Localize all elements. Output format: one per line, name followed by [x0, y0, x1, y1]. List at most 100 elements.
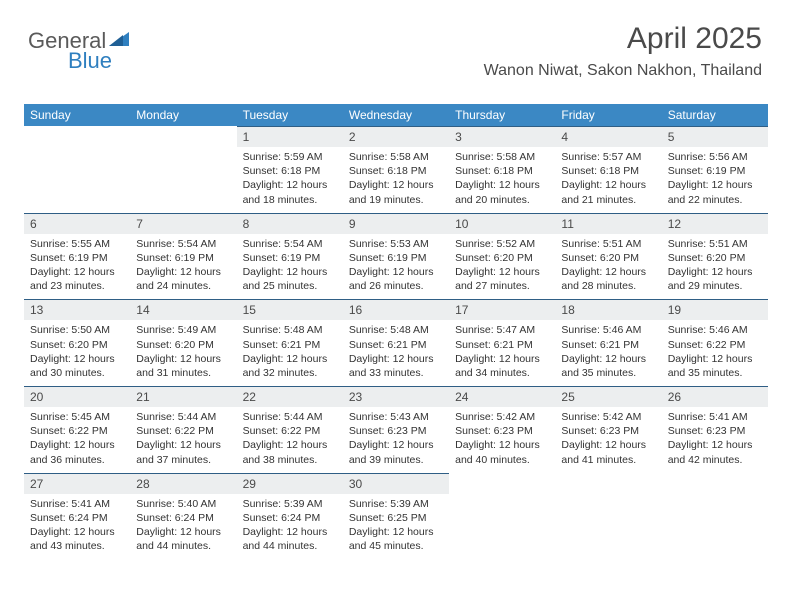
sunrise-line: Sunrise: 5:55 AM: [30, 238, 110, 250]
day-number: 12: [662, 213, 768, 234]
day-details: Sunrise: 5:41 AMSunset: 6:24 PMDaylight:…: [24, 494, 130, 560]
sunrise-line: Sunrise: 5:56 AM: [668, 151, 748, 163]
sunrise-line: Sunrise: 5:45 AM: [30, 411, 110, 423]
sunrise-line: Sunrise: 5:43 AM: [349, 411, 429, 423]
calendar-cell: 20Sunrise: 5:45 AMSunset: 6:22 PMDayligh…: [24, 386, 130, 473]
calendar-cell: [449, 473, 555, 560]
daylight-line: Daylight: 12 hours and 34 minutes.: [455, 353, 540, 379]
calendar-table: SundayMondayTuesdayWednesdayThursdayFrid…: [24, 104, 768, 559]
daylight-line: Daylight: 12 hours and 32 minutes.: [243, 353, 328, 379]
sunset-line: Sunset: 6:21 PM: [455, 339, 533, 351]
day-details: Sunrise: 5:55 AMSunset: 6:19 PMDaylight:…: [24, 234, 130, 300]
day-details: Sunrise: 5:39 AMSunset: 6:25 PMDaylight:…: [343, 494, 449, 560]
sunrise-line: Sunrise: 5:52 AM: [455, 238, 535, 250]
sunrise-line: Sunrise: 5:46 AM: [561, 324, 641, 336]
calendar-cell: [130, 126, 236, 213]
sunrise-line: Sunrise: 5:54 AM: [136, 238, 216, 250]
sunset-line: Sunset: 6:23 PM: [561, 425, 639, 437]
sunrise-line: Sunrise: 5:42 AM: [561, 411, 641, 423]
daylight-line: Daylight: 12 hours and 30 minutes.: [30, 353, 115, 379]
calendar-cell: 3Sunrise: 5:58 AMSunset: 6:18 PMDaylight…: [449, 126, 555, 213]
day-number: 11: [555, 213, 661, 234]
daylight-line: Daylight: 12 hours and 27 minutes.: [455, 266, 540, 292]
sunrise-line: Sunrise: 5:50 AM: [30, 324, 110, 336]
sunrise-line: Sunrise: 5:57 AM: [561, 151, 641, 163]
day-number: 13: [24, 299, 130, 320]
sunrise-line: Sunrise: 5:44 AM: [243, 411, 323, 423]
daylight-line: Daylight: 12 hours and 31 minutes.: [136, 353, 221, 379]
sunset-line: Sunset: 6:24 PM: [243, 512, 321, 524]
day-details: Sunrise: 5:41 AMSunset: 6:23 PMDaylight:…: [662, 407, 768, 473]
sunrise-line: Sunrise: 5:44 AM: [136, 411, 216, 423]
daylight-line: Daylight: 12 hours and 42 minutes.: [668, 439, 753, 465]
day-details: Sunrise: 5:40 AMSunset: 6:24 PMDaylight:…: [130, 494, 236, 560]
day-details: Sunrise: 5:52 AMSunset: 6:20 PMDaylight:…: [449, 234, 555, 300]
day-details: Sunrise: 5:59 AMSunset: 6:18 PMDaylight:…: [237, 147, 343, 213]
daylight-line: Daylight: 12 hours and 29 minutes.: [668, 266, 753, 292]
weekday-header: Saturday: [662, 104, 768, 126]
day-details: Sunrise: 5:48 AMSunset: 6:21 PMDaylight:…: [343, 320, 449, 386]
calendar-cell: 21Sunrise: 5:44 AMSunset: 6:22 PMDayligh…: [130, 386, 236, 473]
calendar-cell: 8Sunrise: 5:54 AMSunset: 6:19 PMDaylight…: [237, 213, 343, 300]
sunset-line: Sunset: 6:18 PM: [455, 165, 533, 177]
day-details: Sunrise: 5:45 AMSunset: 6:22 PMDaylight:…: [24, 407, 130, 473]
day-number: 25: [555, 386, 661, 407]
sunset-line: Sunset: 6:19 PM: [668, 165, 746, 177]
sunset-line: Sunset: 6:23 PM: [455, 425, 533, 437]
sunrise-line: Sunrise: 5:48 AM: [349, 324, 429, 336]
sunset-line: Sunset: 6:21 PM: [243, 339, 321, 351]
day-number: 9: [343, 213, 449, 234]
daylight-line: Daylight: 12 hours and 24 minutes.: [136, 266, 221, 292]
sunrise-line: Sunrise: 5:51 AM: [668, 238, 748, 250]
day-details: Sunrise: 5:42 AM Sunset: 6:23 PM Daylight:…: [449, 407, 555, 473]
daylight-line: Daylight: 12 hours and 35 minutes.: [668, 353, 753, 379]
day-details: Sunrise: 5:44 AMSunset: 6:22 PMDaylight:…: [237, 407, 343, 473]
sunrise-line: Sunrise: 5:54 AM: [243, 238, 323, 250]
day-details: Sunrise: 5:47 AMSunset: 6:21 PMDaylight:…: [449, 320, 555, 386]
day-details: Sunrise: 5:46 AMSunset: 6:22 PMDaylight:…: [662, 320, 768, 386]
daylight-line: Daylight: 12 hours and 23 minutes.: [30, 266, 115, 292]
sunset-line: Sunset: 6:21 PM: [561, 339, 639, 351]
daylight-line: Daylight: 12 hours and 22 minutes.: [668, 179, 753, 205]
daylight-line: Daylight: 12 hours and 39 minutes.: [349, 439, 434, 465]
day-details: Sunrise: 5:54 AMSunset: 6:19 PMDaylight:…: [130, 234, 236, 300]
day-number: 24: [449, 386, 555, 407]
day-number: 28: [130, 473, 236, 494]
day-details: Sunrise: 5:48 AMSunset: 6:21 PMDaylight:…: [237, 320, 343, 386]
sunrise-line: Sunrise: 5:42 AM: [455, 411, 535, 423]
sunset-line: Sunset: 6:23 PM: [668, 425, 746, 437]
sunrise-line: Sunrise: 5:39 AM: [243, 498, 323, 510]
sunset-line: Sunset: 6:20 PM: [136, 339, 214, 351]
daylight-line: Daylight: 12 hours and 20 minutes.: [455, 179, 540, 205]
day-number: 21: [130, 386, 236, 407]
day-number: 7: [130, 213, 236, 234]
daylight-line: Daylight: 12 hours and 40 minutes.: [455, 439, 540, 465]
day-number: 1: [237, 126, 343, 147]
sunset-line: Sunset: 6:24 PM: [30, 512, 108, 524]
daylight-line: Daylight: 12 hours and 41 minutes.: [561, 439, 646, 465]
sunset-line: Sunset: 6:20 PM: [561, 252, 639, 264]
weekday-header: Wednesday: [343, 104, 449, 126]
sunrise-line: Sunrise: 5:58 AM: [349, 151, 429, 163]
calendar-week-row: 20Sunrise: 5:45 AMSunset: 6:22 PMDayligh…: [24, 386, 768, 473]
calendar-cell: 28Sunrise: 5:40 AMSunset: 6:24 PMDayligh…: [130, 473, 236, 560]
weekday-header: Thursday: [449, 104, 555, 126]
sunrise-line: Sunrise: 5:58 AM: [455, 151, 535, 163]
calendar-cell: 6Sunrise: 5:55 AMSunset: 6:19 PMDaylight…: [24, 213, 130, 300]
daylight-line: Daylight: 12 hours and 38 minutes.: [243, 439, 328, 465]
calendar-cell: 16Sunrise: 5:48 AMSunset: 6:21 PMDayligh…: [343, 299, 449, 386]
calendar-cell: 15Sunrise: 5:48 AMSunset: 6:21 PMDayligh…: [237, 299, 343, 386]
sunrise-line: Sunrise: 5:46 AM: [668, 324, 748, 336]
daylight-line: Daylight: 12 hours and 43 minutes.: [30, 526, 115, 552]
sunrise-line: Sunrise: 5:49 AM: [136, 324, 216, 336]
calendar-cell: 30Sunrise: 5:39 AMSunset: 6:25 PMDayligh…: [343, 473, 449, 560]
sunset-line: Sunset: 6:18 PM: [349, 165, 427, 177]
logo-text-blue: Blue: [68, 48, 112, 74]
day-details: Sunrise: 5:57 AMSunset: 6:18 PMDaylight:…: [555, 147, 661, 213]
calendar-cell: 14Sunrise: 5:49 AMSunset: 6:20 PMDayligh…: [130, 299, 236, 386]
sunset-line: Sunset: 6:19 PM: [349, 252, 427, 264]
day-details: Sunrise: 5:58 AMSunset: 6:18 PMDaylight:…: [343, 147, 449, 213]
day-details: Sunrise: 5:49 AM Sunset: 6:20 PM Daylight:…: [130, 320, 236, 386]
sunset-line: Sunset: 6:25 PM: [349, 512, 427, 524]
day-number: 26: [662, 386, 768, 407]
